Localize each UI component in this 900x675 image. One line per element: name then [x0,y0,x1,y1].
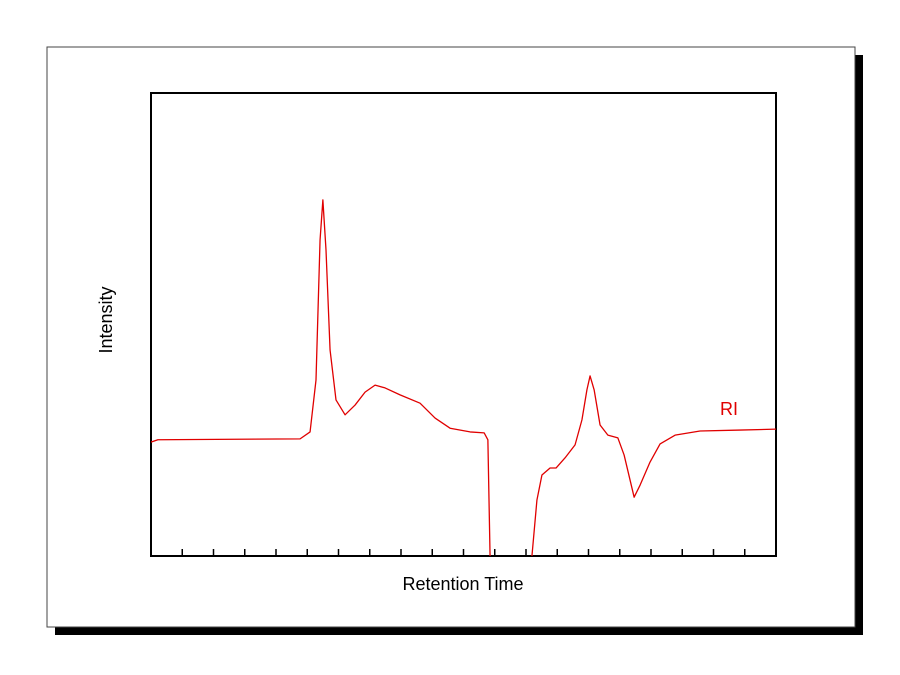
line-series [151,199,776,556]
x-axis-label: Retention Time [402,574,523,594]
frame [46,46,856,628]
annotation: RI [720,399,738,419]
y-axis-label: Intensity [96,286,116,353]
